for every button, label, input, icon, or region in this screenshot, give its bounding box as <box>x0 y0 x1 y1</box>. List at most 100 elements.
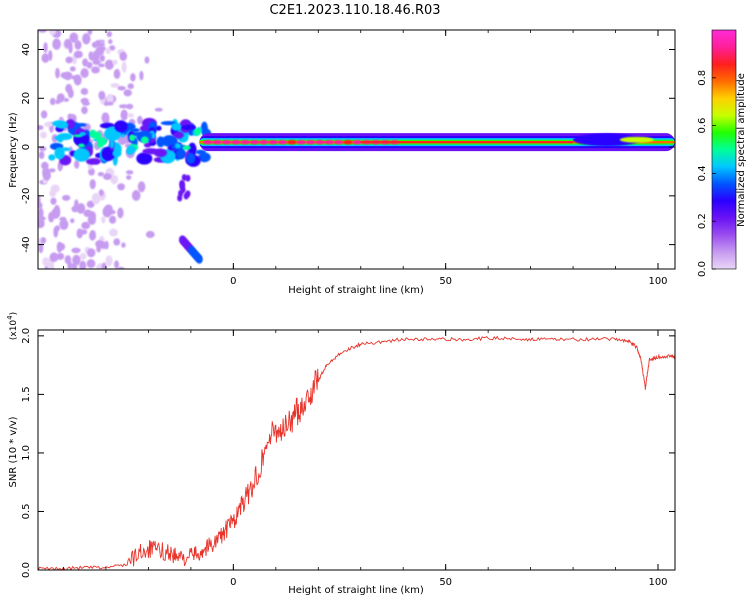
noise-patch <box>74 40 82 50</box>
noise-patch <box>40 110 48 119</box>
noise-patch <box>108 215 117 224</box>
noise-patch <box>98 189 104 197</box>
noise-patch <box>117 183 125 191</box>
cluster-core <box>78 143 85 148</box>
snr-line <box>38 335 675 570</box>
noise-patch <box>137 115 143 125</box>
noise-patch <box>79 260 87 269</box>
noise-patch <box>38 151 45 160</box>
noise-patch <box>76 203 86 214</box>
cluster-core <box>109 139 115 149</box>
cluster-patch <box>173 131 184 139</box>
noise-patch <box>38 243 44 254</box>
noise-patch <box>105 255 113 267</box>
cluster-core <box>151 132 156 139</box>
cluster-patch <box>186 152 196 164</box>
cluster-patch <box>101 146 115 162</box>
noise-patch <box>89 179 96 190</box>
carrier-peak <box>231 139 241 145</box>
noise-patch <box>38 30 48 33</box>
snr-x-tick-label: 50 <box>439 577 452 588</box>
noise-patch <box>121 61 127 73</box>
spectrogram-y-tick-label: 40 <box>21 43 32 56</box>
noise-patch <box>38 207 44 219</box>
colorbar-tick-label: 0.2 <box>697 213 708 229</box>
colorbar: 0.0 0.2 0.4 0.6 0.8 Normalized spectral ampl… <box>697 29 747 277</box>
carrier-peak <box>324 139 334 145</box>
carrier-peak <box>315 139 325 145</box>
cluster-patch <box>181 124 196 131</box>
noise-patch <box>71 247 81 254</box>
noise-patch <box>96 245 102 253</box>
noise-patch <box>123 89 132 97</box>
noise-patch <box>117 266 125 269</box>
noise-patch <box>53 226 59 238</box>
noise-patch <box>105 47 111 55</box>
noise-patch <box>89 229 97 241</box>
noise-patch <box>70 75 80 80</box>
snr-y-axis-label: SNR (10 * v/v) <box>8 416 19 487</box>
noise-patch <box>97 171 105 177</box>
noise-patch <box>55 67 60 79</box>
noise-patch <box>144 56 150 64</box>
noise-patch <box>49 97 56 106</box>
noise-patch <box>48 211 55 223</box>
noise-patch <box>119 51 128 61</box>
cluster-patch <box>85 158 101 165</box>
carrier-peak <box>240 139 250 145</box>
noise-patch <box>101 262 107 269</box>
noise-patch <box>49 189 57 198</box>
carrier-peak <box>352 139 363 145</box>
cluster-patch <box>55 121 69 129</box>
cluster-patch <box>171 122 182 131</box>
cluster-core <box>121 133 125 138</box>
noise-patch <box>65 56 73 64</box>
noise-patch <box>82 101 90 106</box>
noise-patch <box>42 170 51 181</box>
cluster-core <box>93 131 102 140</box>
late-broadening <box>573 133 642 147</box>
cluster-patch <box>155 125 162 131</box>
colorbar-tick-label: 0.0 <box>697 261 708 277</box>
carrier-peak <box>212 139 222 145</box>
noise-patch <box>117 86 126 91</box>
spectrogram-x-tick-label: 0 <box>230 276 236 287</box>
noise-patch <box>59 219 69 230</box>
noise-patch <box>145 230 155 238</box>
noise-patch <box>97 63 105 68</box>
noise-patch <box>44 121 54 128</box>
spectrogram-heatmap <box>38 30 675 269</box>
noise-patch <box>60 72 68 79</box>
cluster-patch <box>160 120 176 126</box>
cluster-patch <box>198 152 211 163</box>
noise-patch <box>63 97 70 102</box>
noise-patch <box>38 125 44 131</box>
spectrogram-frame <box>37 29 676 270</box>
noise-patch <box>95 39 101 46</box>
spectrogram-y-tick-label: -20 <box>21 188 32 204</box>
cluster-patch <box>114 120 128 133</box>
carrier-core <box>360 141 574 144</box>
noise-patch <box>106 101 114 106</box>
snr-y-tick-label: 0.5 <box>21 504 32 520</box>
noise-patch <box>91 192 101 205</box>
snr-series <box>38 335 675 570</box>
noise-patch <box>52 38 61 50</box>
noise-patch <box>50 197 57 205</box>
cluster-patch <box>153 148 168 158</box>
cluster-core <box>182 145 191 151</box>
carrier-peak <box>259 139 269 145</box>
noise-patch <box>56 93 65 103</box>
noise-patch <box>112 59 118 66</box>
cluster-core <box>174 143 181 149</box>
noise-patch <box>118 104 129 109</box>
snr-y-tick-label: 1.0 <box>21 445 32 461</box>
noise-patch <box>79 252 87 260</box>
cluster-patch <box>65 119 76 129</box>
noise-patch <box>100 241 107 250</box>
colorbar-ticks: 0.0 0.2 0.4 0.6 0.8 <box>697 70 716 277</box>
noise-patch <box>48 168 56 173</box>
noise-patch <box>106 93 114 105</box>
cluster-patch <box>161 135 178 148</box>
noise-patch <box>117 207 124 219</box>
